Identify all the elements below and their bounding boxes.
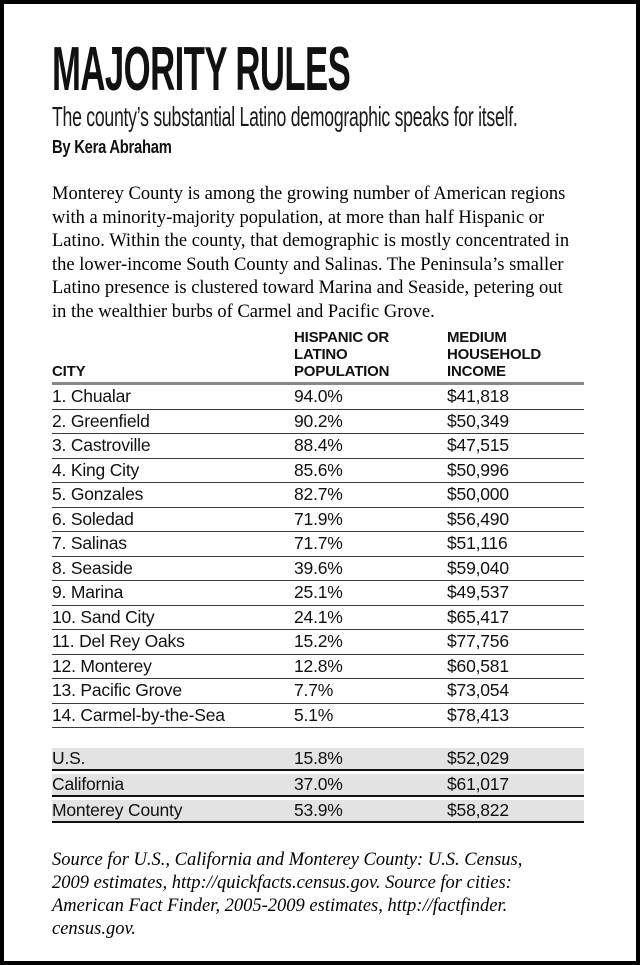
population-cell: 24.1% — [294, 606, 343, 627]
population-cell: 82.7% — [294, 484, 343, 504]
income-cell: $59,040 — [447, 557, 509, 578]
table-row: 7. Salinas 71.7% $51,116 — [52, 532, 584, 557]
income-cell: $47,515 — [447, 435, 509, 455]
population-cell: 39.6% — [294, 557, 343, 578]
intro-line: Latino. Within the county, that demograp… — [52, 231, 570, 251]
city-cell: 3. Castroville — [52, 435, 151, 455]
header-population: HISPANIC OR LATINO POPULATION — [294, 329, 390, 380]
population-cell: 5.1% — [294, 704, 334, 725]
table-row: 2. Greenfield 90.2% $50,349 — [52, 410, 584, 434]
income-cell: $73,054 — [447, 680, 509, 700]
header-income: MEDIUM HOUSEHOLD INCOME — [447, 329, 542, 380]
city-cell: 14. Carmel-by-the-Sea — [52, 704, 225, 725]
population-cell: 71.9% — [294, 508, 343, 529]
city-cell: 9. Marina — [52, 582, 124, 602]
income-cell: $77,756 — [447, 631, 509, 651]
page-title: MAJORITY RULES — [52, 35, 351, 104]
intro-line: Latino presence is clustered toward Mari… — [52, 278, 563, 298]
source-note: Source for U.S., California and Monterey… — [52, 849, 584, 941]
population-cell: 88.4% — [294, 435, 343, 455]
income-cell: $58,822 — [447, 800, 509, 820]
summary-row-us: U.S. 15.8% $52,029 — [52, 748, 584, 771]
city-cell: 12. Monterey — [52, 655, 152, 676]
income-cell: $49,537 — [447, 582, 509, 602]
region-cell: Monterey County — [52, 800, 183, 820]
income-cell: $51,116 — [447, 533, 508, 553]
city-cell: 13. Pacific Grove — [52, 680, 182, 700]
table-header-row: CITY HISPANIC OR LATINO POPULATION MEDIU… — [52, 329, 584, 385]
city-cell: 1. Chualar — [52, 386, 131, 406]
income-cell: $61,017 — [447, 774, 509, 794]
population-cell: 71.7% — [294, 533, 343, 553]
income-cell: $50,000 — [447, 484, 509, 504]
income-cell: $50,349 — [447, 410, 509, 431]
table-row: 10. Sand City 24.1% $65,417 — [52, 606, 584, 630]
source-line: 2009 estimates, http://quickfacts.census… — [52, 873, 512, 893]
income-cell: $52,029 — [447, 748, 509, 768]
summary-row-monterey-county: Monterey County 53.9% $58,822 — [52, 800, 584, 823]
table-row: 1. Chualar 94.0% $41,818 — [52, 385, 584, 410]
income-cell: $50,996 — [447, 459, 509, 480]
byline: By Kera Abraham — [52, 137, 172, 157]
population-cell: 53.9% — [294, 800, 343, 820]
table-row: 12. Monterey 12.8% $60,581 — [52, 655, 584, 679]
table-row: 3. Castroville 88.4% $47,515 — [52, 434, 584, 459]
city-cell: 5. Gonzales — [52, 484, 144, 504]
table-row: 8. Seaside 39.6% $59,040 — [52, 557, 584, 581]
table-row: 9. Marina 25.1% $49,537 — [52, 581, 584, 606]
population-cell: 94.0% — [294, 386, 343, 406]
city-cell: 11. Del Rey Oaks — [52, 631, 185, 651]
population-cell: 15.2% — [294, 631, 343, 651]
population-cell: 15.8% — [294, 748, 343, 768]
table-row: 5. Gonzales 82.7% $50,000 — [52, 483, 584, 508]
intro-line: with a minority-majority population, at … — [52, 207, 545, 228]
city-cell: 8. Seaside — [52, 557, 133, 578]
city-cell: 6. Soledad — [52, 508, 134, 529]
intro-line: in the wealthier burbs of Carmel and Pac… — [52, 301, 435, 322]
income-cell: $78,413 — [447, 704, 509, 725]
table-row: 13. Pacific Grove 7.7% $73,054 — [52, 679, 584, 704]
source-line: census.gov. — [52, 919, 136, 939]
population-cell: 12.8% — [294, 655, 343, 676]
header-city: CITY — [52, 363, 86, 380]
intro-paragraph: Monterey County is among the growing num… — [52, 183, 584, 324]
summary-row-california: California 37.0% $61,017 — [52, 774, 584, 797]
intro-line: Monterey County is among the growing num… — [52, 184, 566, 204]
population-cell: 37.0% — [294, 774, 343, 794]
region-cell: California — [52, 774, 124, 794]
income-cell: $60,581 — [447, 655, 509, 676]
page-subtitle: The county’s substantial Latino demograp… — [52, 101, 518, 132]
summary-section: U.S. 15.8% $52,029 California 37.0% $61,… — [52, 748, 584, 823]
table-row: 4. King City 85.6% $50,996 — [52, 459, 584, 483]
source-line: American Fact Finder, 2005-2009 estimate… — [52, 896, 508, 916]
population-cell: 25.1% — [294, 582, 343, 602]
data-table: CITY HISPANIC OR LATINO POPULATION MEDIU… — [52, 329, 584, 823]
city-cell: 10. Sand City — [52, 606, 155, 627]
population-cell: 90.2% — [294, 410, 343, 431]
income-cell: $56,490 — [447, 508, 509, 529]
income-cell: $65,417 — [447, 606, 509, 627]
table-row: 6. Soledad 71.9% $56,490 — [52, 508, 584, 532]
population-cell: 85.6% — [294, 459, 343, 480]
source-line: Source for U.S., California and Monterey… — [52, 850, 523, 870]
population-cell: 7.7% — [294, 680, 334, 700]
city-cell: 2. Greenfield — [52, 410, 150, 431]
region-cell: U.S. — [52, 748, 86, 768]
intro-line: the lower-income South County and Salina… — [52, 254, 564, 275]
table-row: 14. Carmel-by-the-Sea 5.1% $78,413 — [52, 704, 584, 728]
city-cell: 4. King City — [52, 459, 140, 480]
table-row: 11. Del Rey Oaks 15.2% $77,756 — [52, 630, 584, 655]
city-cell: 7. Salinas — [52, 533, 127, 553]
income-cell: $41,818 — [447, 386, 509, 406]
